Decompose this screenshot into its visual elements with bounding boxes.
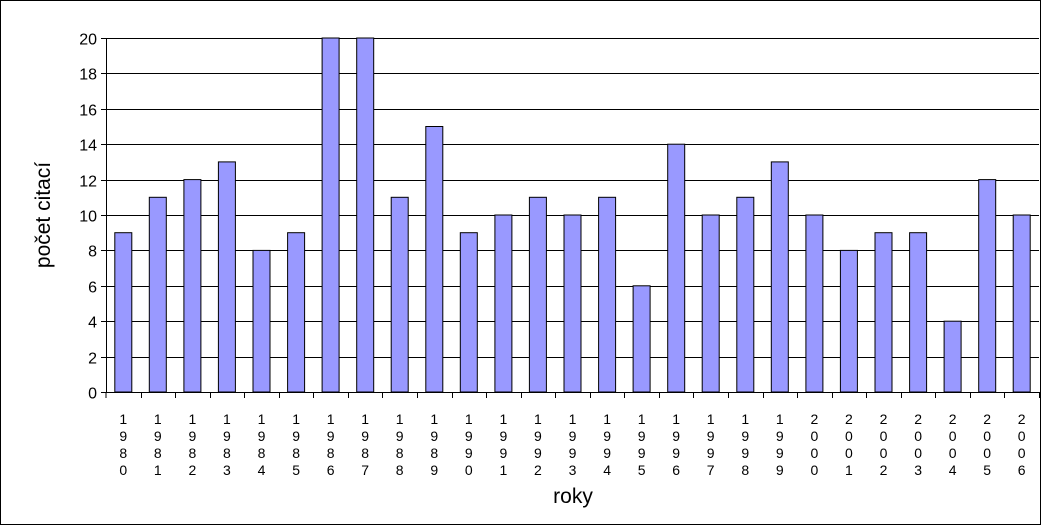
bar-1982	[183, 179, 202, 393]
bar-1980	[114, 232, 133, 393]
bar-1981	[148, 196, 167, 393]
bar-1986	[321, 37, 340, 393]
bar-2006	[1012, 214, 1031, 393]
y-tick-label: 2	[88, 351, 97, 368]
bar-2000	[805, 214, 824, 393]
bar-2003	[909, 232, 928, 393]
bar-1996	[667, 143, 686, 393]
bar-1983	[217, 161, 236, 393]
y-axis-label: počet citací	[32, 162, 55, 268]
y-tick-label: 14	[79, 138, 97, 155]
bar-2004	[943, 320, 962, 393]
axes	[106, 38, 1039, 393]
bar-1989	[425, 126, 444, 393]
bar-1991	[494, 214, 513, 393]
bar-1987	[356, 37, 375, 393]
bar-1984	[252, 249, 271, 393]
bar-2002	[874, 232, 893, 393]
y-tick-label: 6	[88, 280, 97, 297]
y-tick-label: 18	[79, 67, 97, 84]
bar-1999	[770, 161, 789, 393]
bar-1998	[736, 196, 755, 393]
y-tick-labels: 0 2 4 6 8 10 12 14 16 18 20	[79, 32, 97, 403]
y-tick-label: 16	[79, 103, 97, 120]
bar-1995	[632, 285, 651, 393]
bar-2001	[839, 249, 858, 393]
bar-1997	[701, 214, 720, 393]
bar-1993	[563, 214, 582, 393]
bar-1988	[390, 196, 409, 393]
bar-1992	[528, 196, 547, 393]
y-tick-label: 8	[88, 244, 97, 261]
bar-1990	[459, 232, 478, 393]
bar-2005	[978, 179, 997, 393]
x-axis-label: roky	[553, 485, 593, 508]
y-tick-label: 0	[88, 386, 97, 403]
y-tick-label: 4	[88, 315, 97, 332]
bar-1985	[287, 232, 306, 393]
bars	[114, 37, 1031, 393]
bar-1994	[598, 196, 617, 393]
y-tick-label: 20	[79, 32, 97, 49]
y-tick-label: 10	[79, 209, 97, 226]
x-tick-labels: 1 9 8 0 1 9 8 1 1 9 8 2 1 9 8 3 1 9 8 4 1 9 8 5 1 9 8 6 1 9 8 7 1 9 8 8 1 9 8 9…	[119, 411, 1025, 478]
y-tick-label: 12	[79, 174, 97, 191]
